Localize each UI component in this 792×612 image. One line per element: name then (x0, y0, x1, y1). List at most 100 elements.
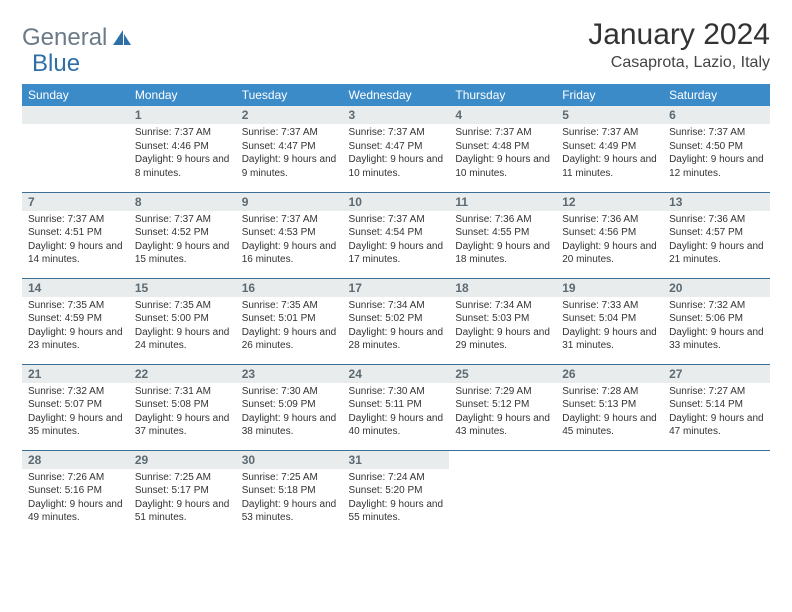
day-number: 22 (129, 365, 236, 383)
calendar-cell: 18Sunrise: 7:34 AMSunset: 5:03 PMDayligh… (449, 278, 556, 364)
weekday-header: Monday (129, 84, 236, 106)
day-details: Sunrise: 7:32 AMSunset: 5:06 PMDaylight:… (663, 297, 770, 357)
day-details: Sunrise: 7:37 AMSunset: 4:47 PMDaylight:… (343, 124, 450, 184)
day-number: 30 (236, 451, 343, 469)
day-number: 23 (236, 365, 343, 383)
day-number: 14 (22, 279, 129, 297)
day-details: Sunrise: 7:37 AMSunset: 4:52 PMDaylight:… (129, 211, 236, 271)
weekday-header: Friday (556, 84, 663, 106)
calendar-cell: 22Sunrise: 7:31 AMSunset: 5:08 PMDayligh… (129, 364, 236, 450)
day-number: 26 (556, 365, 663, 383)
calendar-cell (663, 450, 770, 536)
calendar-cell: 29Sunrise: 7:25 AMSunset: 5:17 PMDayligh… (129, 450, 236, 536)
calendar-head: SundayMondayTuesdayWednesdayThursdayFrid… (22, 84, 770, 106)
day-details: Sunrise: 7:37 AMSunset: 4:51 PMDaylight:… (22, 211, 129, 271)
calendar-cell: 17Sunrise: 7:34 AMSunset: 5:02 PMDayligh… (343, 278, 450, 364)
day-details: Sunrise: 7:37 AMSunset: 4:46 PMDaylight:… (129, 124, 236, 184)
calendar-cell: 3Sunrise: 7:37 AMSunset: 4:47 PMDaylight… (343, 106, 450, 192)
day-number-empty (22, 106, 129, 124)
calendar-cell: 28Sunrise: 7:26 AMSunset: 5:16 PMDayligh… (22, 450, 129, 536)
calendar-row: 7Sunrise: 7:37 AMSunset: 4:51 PMDaylight… (22, 192, 770, 278)
day-number: 27 (663, 365, 770, 383)
day-details: Sunrise: 7:34 AMSunset: 5:03 PMDaylight:… (449, 297, 556, 357)
logo-text-2: Blue (32, 50, 80, 78)
day-number: 10 (343, 193, 450, 211)
calendar-cell: 16Sunrise: 7:35 AMSunset: 5:01 PMDayligh… (236, 278, 343, 364)
logo-sail-icon (111, 28, 133, 48)
calendar-row: 1Sunrise: 7:37 AMSunset: 4:46 PMDaylight… (22, 106, 770, 192)
day-details: Sunrise: 7:36 AMSunset: 4:56 PMDaylight:… (556, 211, 663, 271)
day-number: 8 (129, 193, 236, 211)
calendar-cell: 27Sunrise: 7:27 AMSunset: 5:14 PMDayligh… (663, 364, 770, 450)
day-details: Sunrise: 7:30 AMSunset: 5:09 PMDaylight:… (236, 383, 343, 443)
calendar-cell: 1Sunrise: 7:37 AMSunset: 4:46 PMDaylight… (129, 106, 236, 192)
day-number: 19 (556, 279, 663, 297)
day-number: 1 (129, 106, 236, 124)
calendar-cell: 21Sunrise: 7:32 AMSunset: 5:07 PMDayligh… (22, 364, 129, 450)
calendar-cell: 5Sunrise: 7:37 AMSunset: 4:49 PMDaylight… (556, 106, 663, 192)
day-details: Sunrise: 7:26 AMSunset: 5:16 PMDaylight:… (22, 469, 129, 529)
day-number: 31 (343, 451, 450, 469)
day-details: Sunrise: 7:37 AMSunset: 4:54 PMDaylight:… (343, 211, 450, 271)
day-number: 3 (343, 106, 450, 124)
weekday-header: Tuesday (236, 84, 343, 106)
day-details: Sunrise: 7:36 AMSunset: 4:55 PMDaylight:… (449, 211, 556, 271)
calendar-cell: 31Sunrise: 7:24 AMSunset: 5:20 PMDayligh… (343, 450, 450, 536)
calendar-cell: 23Sunrise: 7:30 AMSunset: 5:09 PMDayligh… (236, 364, 343, 450)
day-number: 24 (343, 365, 450, 383)
day-number: 21 (22, 365, 129, 383)
calendar-cell: 10Sunrise: 7:37 AMSunset: 4:54 PMDayligh… (343, 192, 450, 278)
weekday-header: Sunday (22, 84, 129, 106)
day-number: 5 (556, 106, 663, 124)
calendar-cell: 24Sunrise: 7:30 AMSunset: 5:11 PMDayligh… (343, 364, 450, 450)
day-number: 17 (343, 279, 450, 297)
day-details: Sunrise: 7:30 AMSunset: 5:11 PMDaylight:… (343, 383, 450, 443)
logo-line2: Blue (32, 44, 80, 78)
calendar-table: SundayMondayTuesdayWednesdayThursdayFrid… (22, 84, 770, 536)
day-details: Sunrise: 7:36 AMSunset: 4:57 PMDaylight:… (663, 211, 770, 271)
calendar-cell: 9Sunrise: 7:37 AMSunset: 4:53 PMDaylight… (236, 192, 343, 278)
calendar-row: 14Sunrise: 7:35 AMSunset: 4:59 PMDayligh… (22, 278, 770, 364)
day-details: Sunrise: 7:37 AMSunset: 4:48 PMDaylight:… (449, 124, 556, 184)
day-details: Sunrise: 7:28 AMSunset: 5:13 PMDaylight:… (556, 383, 663, 443)
weekday-header: Saturday (663, 84, 770, 106)
day-number: 28 (22, 451, 129, 469)
day-details: Sunrise: 7:25 AMSunset: 5:18 PMDaylight:… (236, 469, 343, 529)
calendar-cell: 26Sunrise: 7:28 AMSunset: 5:13 PMDayligh… (556, 364, 663, 450)
calendar-cell: 6Sunrise: 7:37 AMSunset: 4:50 PMDaylight… (663, 106, 770, 192)
day-details: Sunrise: 7:25 AMSunset: 5:17 PMDaylight:… (129, 469, 236, 529)
calendar-cell: 14Sunrise: 7:35 AMSunset: 4:59 PMDayligh… (22, 278, 129, 364)
calendar-cell: 7Sunrise: 7:37 AMSunset: 4:51 PMDaylight… (22, 192, 129, 278)
calendar-cell: 11Sunrise: 7:36 AMSunset: 4:55 PMDayligh… (449, 192, 556, 278)
calendar-row: 28Sunrise: 7:26 AMSunset: 5:16 PMDayligh… (22, 450, 770, 536)
calendar-cell (556, 450, 663, 536)
day-number: 11 (449, 193, 556, 211)
day-details: Sunrise: 7:37 AMSunset: 4:47 PMDaylight:… (236, 124, 343, 184)
day-number: 9 (236, 193, 343, 211)
day-details: Sunrise: 7:32 AMSunset: 5:07 PMDaylight:… (22, 383, 129, 443)
day-number: 20 (663, 279, 770, 297)
calendar-cell: 15Sunrise: 7:35 AMSunset: 5:00 PMDayligh… (129, 278, 236, 364)
calendar-cell: 12Sunrise: 7:36 AMSunset: 4:56 PMDayligh… (556, 192, 663, 278)
day-details: Sunrise: 7:24 AMSunset: 5:20 PMDaylight:… (343, 469, 450, 529)
header: General January 2024 Casaprota, Lazio, I… (22, 18, 770, 72)
day-number: 13 (663, 193, 770, 211)
weekday-header: Thursday (449, 84, 556, 106)
calendar-cell: 4Sunrise: 7:37 AMSunset: 4:48 PMDaylight… (449, 106, 556, 192)
day-details: Sunrise: 7:37 AMSunset: 4:50 PMDaylight:… (663, 124, 770, 184)
calendar-cell: 19Sunrise: 7:33 AMSunset: 5:04 PMDayligh… (556, 278, 663, 364)
day-number: 15 (129, 279, 236, 297)
day-number: 12 (556, 193, 663, 211)
day-number: 7 (22, 193, 129, 211)
day-number: 18 (449, 279, 556, 297)
day-details: Sunrise: 7:37 AMSunset: 4:49 PMDaylight:… (556, 124, 663, 184)
calendar-cell: 8Sunrise: 7:37 AMSunset: 4:52 PMDaylight… (129, 192, 236, 278)
day-number: 29 (129, 451, 236, 469)
day-details: Sunrise: 7:35 AMSunset: 5:00 PMDaylight:… (129, 297, 236, 357)
day-number: 2 (236, 106, 343, 124)
weekday-row: SundayMondayTuesdayWednesdayThursdayFrid… (22, 84, 770, 106)
calendar-cell: 2Sunrise: 7:37 AMSunset: 4:47 PMDaylight… (236, 106, 343, 192)
calendar-cell: 20Sunrise: 7:32 AMSunset: 5:06 PMDayligh… (663, 278, 770, 364)
title-block: January 2024 Casaprota, Lazio, Italy (588, 18, 770, 72)
day-details: Sunrise: 7:34 AMSunset: 5:02 PMDaylight:… (343, 297, 450, 357)
